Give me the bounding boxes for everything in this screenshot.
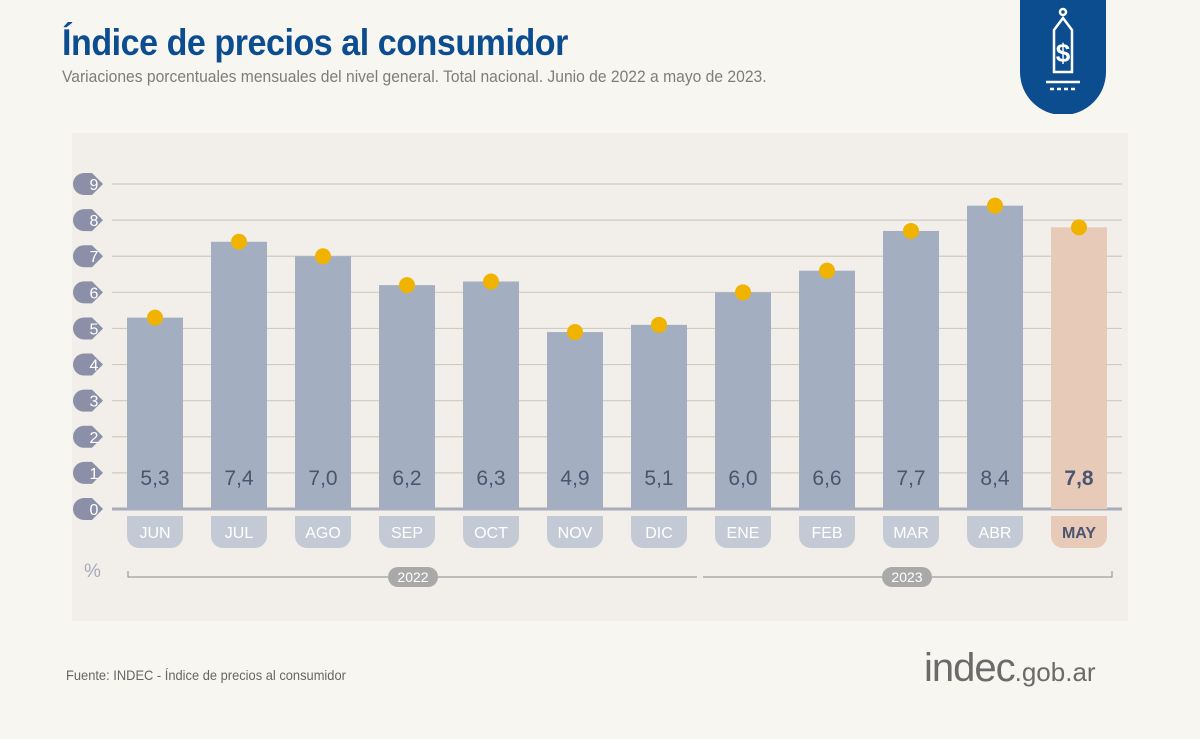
value-label: 6,6	[812, 467, 841, 490]
category-tab	[715, 516, 771, 548]
marker-dot	[483, 273, 499, 290]
category-label: MAY	[1062, 525, 1096, 542]
y-tick-badge	[73, 209, 103, 232]
marker-dot	[1071, 219, 1087, 236]
marker-dot	[987, 197, 1003, 214]
y-tick-label: 5	[90, 321, 99, 338]
category-tab	[883, 516, 939, 548]
y-tick-badge	[73, 281, 103, 304]
category-label: NOV	[558, 525, 593, 542]
year-label: 2023	[891, 569, 922, 585]
bar-ago	[295, 256, 351, 509]
marker-dot	[315, 248, 331, 265]
marker-dot	[651, 316, 667, 333]
category-label: JUL	[225, 525, 254, 542]
marker-dot	[567, 324, 583, 341]
category-tab	[463, 516, 519, 548]
page-title: Índice de precios al consumidor	[62, 22, 568, 63]
value-label: 6,0	[728, 467, 757, 490]
marker-dot	[735, 284, 751, 301]
y-tick-label: 0	[90, 502, 99, 519]
y-tick-label: 8	[90, 213, 99, 230]
marker-dot	[147, 309, 163, 326]
value-label: 5,1	[644, 467, 673, 490]
category-label: MAR	[893, 525, 929, 542]
category-tab	[967, 516, 1023, 548]
y-tick-badge	[73, 461, 103, 484]
source-note: Fuente: INDEC - Índice de precios al con…	[66, 667, 346, 683]
y-tick-badge	[73, 245, 103, 268]
y-tick-badge	[73, 317, 103, 340]
value-label: 7,0	[308, 467, 337, 490]
y-tick-badge	[73, 389, 103, 412]
logo-suffix: .gob.ar	[1014, 657, 1096, 687]
category-label: FEB	[811, 525, 842, 542]
y-tick-badge	[73, 353, 103, 376]
category-label: DIC	[645, 525, 673, 542]
value-label: 4,9	[560, 467, 589, 490]
value-label: 5,3	[140, 467, 169, 490]
y-axis-unit: %	[84, 561, 101, 582]
bar-mar	[883, 230, 939, 509]
y-tick-label: 1	[90, 466, 99, 483]
bar-may	[1051, 227, 1107, 510]
indec-logo[interactable]: indec.gob.ar	[924, 646, 1096, 691]
year-bracket	[127, 571, 697, 578]
year-badge	[388, 567, 438, 587]
y-tick-label: 2	[90, 430, 99, 447]
marker-dot	[231, 233, 247, 250]
bar-sep	[379, 285, 435, 509]
value-label: 7,8	[1064, 467, 1094, 490]
y-tick-label: 9	[90, 177, 99, 194]
y-tick-badge	[73, 425, 103, 448]
logo-main: indec	[924, 646, 1016, 690]
value-label: 7,7	[896, 467, 925, 490]
category-tab	[799, 516, 855, 548]
value-label: 6,3	[476, 467, 505, 490]
category-tab	[295, 516, 351, 548]
category-tab	[127, 516, 183, 548]
y-tick-label: 7	[90, 249, 99, 266]
category-label: ENE	[727, 525, 760, 542]
bar-nov	[547, 332, 603, 509]
y-tick-label: 4	[90, 358, 99, 375]
bar-jun	[127, 317, 183, 509]
value-label: 8,4	[980, 467, 1010, 490]
category-label: ABR	[979, 525, 1012, 542]
bar-ene	[715, 292, 771, 509]
category-tab	[379, 516, 435, 548]
price-tag-dollar-icon: $	[1020, 0, 1106, 114]
value-label: 7,4	[224, 467, 254, 490]
category-tab	[547, 516, 603, 548]
category-tab	[211, 516, 267, 548]
category-label: JUN	[139, 525, 170, 542]
year-badge	[882, 567, 932, 587]
category-label: AGO	[305, 525, 341, 542]
category-label: SEP	[391, 525, 423, 542]
bar-jul	[211, 241, 267, 509]
year-bracket	[703, 571, 1113, 578]
year-label: 2022	[397, 569, 428, 585]
y-tick-label: 6	[90, 285, 99, 302]
bar-feb	[799, 270, 855, 509]
bar-abr	[967, 205, 1023, 509]
y-tick-badge	[73, 498, 103, 520]
y-tick-label: 3	[90, 394, 99, 411]
marker-dot	[903, 222, 919, 239]
page-subtitle: Variaciones porcentuales mensuales del n…	[62, 67, 767, 86]
category-tab	[1051, 516, 1107, 548]
category-tab	[631, 516, 687, 548]
value-label: 6,2	[392, 467, 421, 490]
bar-dic	[631, 324, 687, 509]
svg-text:$: $	[1056, 38, 1071, 68]
marker-dot	[819, 262, 835, 279]
marker-dot	[399, 277, 415, 294]
bar-oct	[463, 281, 519, 509]
category-label: OCT	[474, 525, 508, 542]
y-tick-badge	[73, 173, 103, 195]
